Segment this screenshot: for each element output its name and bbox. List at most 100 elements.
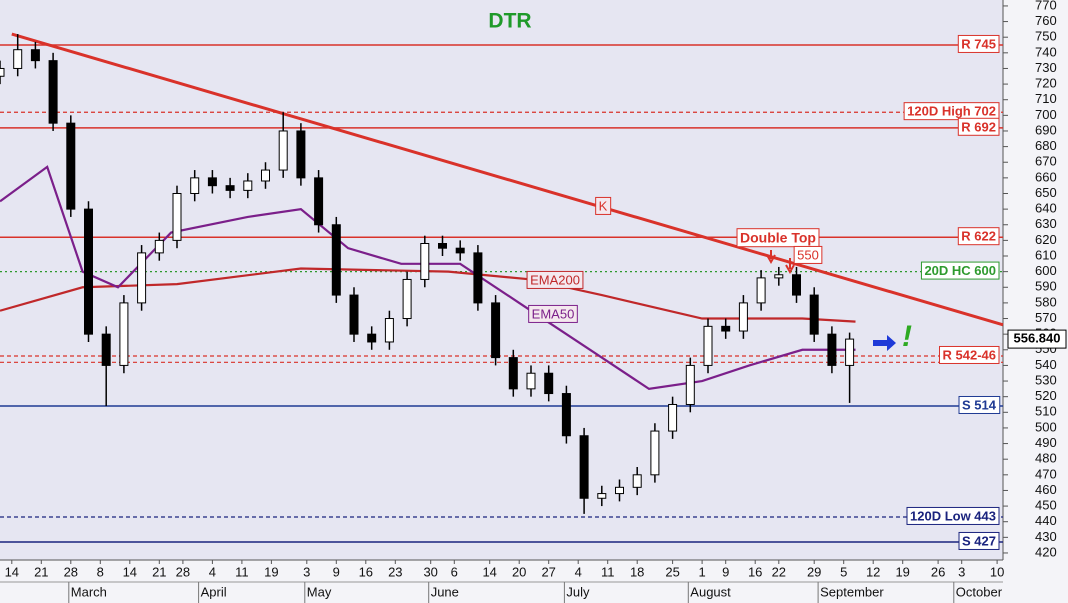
y-tick-label: 730 xyxy=(1035,60,1057,75)
candle-body xyxy=(703,325,713,366)
y-tick-label: 500 xyxy=(1035,419,1057,434)
level-label-box xyxy=(957,117,1000,136)
annotation: 550 xyxy=(797,247,819,262)
x-tick-label: 11 xyxy=(601,564,615,579)
y-tick-label: 580 xyxy=(1035,294,1057,309)
candle-body xyxy=(579,435,589,499)
candle-body xyxy=(137,252,147,304)
y-tick-label: 540 xyxy=(1035,357,1057,372)
x-tick-label: 21 xyxy=(34,564,48,579)
candle-body xyxy=(119,302,129,366)
x-tick-label: 10 xyxy=(990,564,1004,579)
candle-body xyxy=(491,302,501,359)
level-label-box xyxy=(957,34,1000,53)
level-label: 120D High 702 xyxy=(907,104,996,119)
candle-body xyxy=(756,277,766,304)
series-label: EMA50 xyxy=(532,306,575,321)
line-series xyxy=(0,267,856,323)
y-tick-label: 670 xyxy=(1035,154,1057,169)
y-tick-label: 610 xyxy=(1035,247,1057,262)
candle-body xyxy=(526,372,536,390)
y-tick-label: 440 xyxy=(1035,513,1057,528)
y-tick-label: 570 xyxy=(1035,310,1057,325)
x-tick-label: 25 xyxy=(665,564,679,579)
candle-body xyxy=(66,122,76,210)
arrow xyxy=(766,250,776,265)
month-label: August xyxy=(690,584,731,599)
y-tick-label: 420 xyxy=(1035,544,1057,559)
x-tick-label: 11 xyxy=(235,564,249,579)
y-tick-label: 750 xyxy=(1035,29,1057,44)
x-tick-label: 8 xyxy=(97,564,104,579)
candle-body xyxy=(615,486,624,495)
month-label: July xyxy=(566,584,590,599)
x-tick-label: 5 xyxy=(840,564,847,579)
level-label-box xyxy=(939,345,1000,364)
x-tick-label: 9 xyxy=(333,564,340,579)
candle-body xyxy=(438,243,447,249)
x-tick-label: 22 xyxy=(772,564,786,579)
annotation: ! xyxy=(902,320,912,353)
y-tick-label: 740 xyxy=(1035,44,1057,59)
candle-body xyxy=(296,130,306,179)
month-label: March xyxy=(71,584,107,599)
annotation: Double Top xyxy=(740,230,816,246)
x-tick-label: 29 xyxy=(807,564,821,579)
level-label: 120D Low 443 xyxy=(910,508,996,523)
y-tick-label: 680 xyxy=(1035,138,1057,153)
y-tick-label: 430 xyxy=(1035,529,1057,544)
x-tick-label: 20 xyxy=(512,564,526,579)
last-price-box xyxy=(1007,329,1067,349)
series-label-box xyxy=(595,196,612,215)
y-tick-label: 510 xyxy=(1035,404,1057,419)
x-tick-label: 14 xyxy=(482,564,496,579)
month-label: April xyxy=(201,584,227,599)
arrow xyxy=(785,258,795,275)
x-tick-label: 16 xyxy=(748,564,762,579)
candle-body xyxy=(455,247,465,254)
candle-body xyxy=(30,49,40,62)
x-tick-label: 28 xyxy=(176,564,190,579)
x-tick-label: 14 xyxy=(5,564,19,579)
y-tick-label: 530 xyxy=(1035,372,1057,387)
candle-body xyxy=(207,177,217,187)
y-tick-label: 720 xyxy=(1035,76,1057,91)
x-tick-label: 4 xyxy=(209,564,216,579)
level-label-box xyxy=(903,102,1000,121)
x-tick-label: 19 xyxy=(264,564,278,579)
candle-body xyxy=(774,274,784,279)
candle-body xyxy=(827,333,837,366)
x-tick-label: 28 xyxy=(64,564,78,579)
y-tick-label: 690 xyxy=(1035,122,1057,137)
candle-body xyxy=(314,177,324,226)
level-label: 20D HC 600 xyxy=(924,263,996,278)
y-tick-label: 770 xyxy=(1035,0,1057,12)
candle-body xyxy=(597,493,607,499)
y-tick-label: 600 xyxy=(1035,263,1057,278)
x-tick-label: 3 xyxy=(303,564,310,579)
candle-body xyxy=(278,130,288,171)
x-tick-label: 3 xyxy=(958,564,965,579)
y-tick-label: 710 xyxy=(1035,91,1057,106)
x-tick-label: 21 xyxy=(152,564,166,579)
chart-title: DTR xyxy=(488,10,531,33)
level-label: R 745 xyxy=(961,36,996,51)
y-tick-label: 630 xyxy=(1035,216,1057,231)
x-tick-label: 26 xyxy=(931,564,945,579)
candle-body xyxy=(508,357,518,390)
level-label-box xyxy=(958,395,1001,414)
plot-background xyxy=(0,0,1003,560)
series-label-box xyxy=(528,304,578,323)
level-label: S 427 xyxy=(962,533,996,548)
series-label: EMA200 xyxy=(530,272,580,287)
candle-body xyxy=(792,274,801,296)
y-tick-label: 700 xyxy=(1035,107,1057,122)
level-label-box xyxy=(957,227,1000,246)
level-label: R 542-46 xyxy=(943,347,996,362)
candle-body xyxy=(367,333,377,343)
level-label: R 692 xyxy=(961,119,996,134)
x-tick-label: 27 xyxy=(541,564,555,579)
y-tick-label: 660 xyxy=(1035,169,1057,184)
candle-body xyxy=(84,208,93,335)
